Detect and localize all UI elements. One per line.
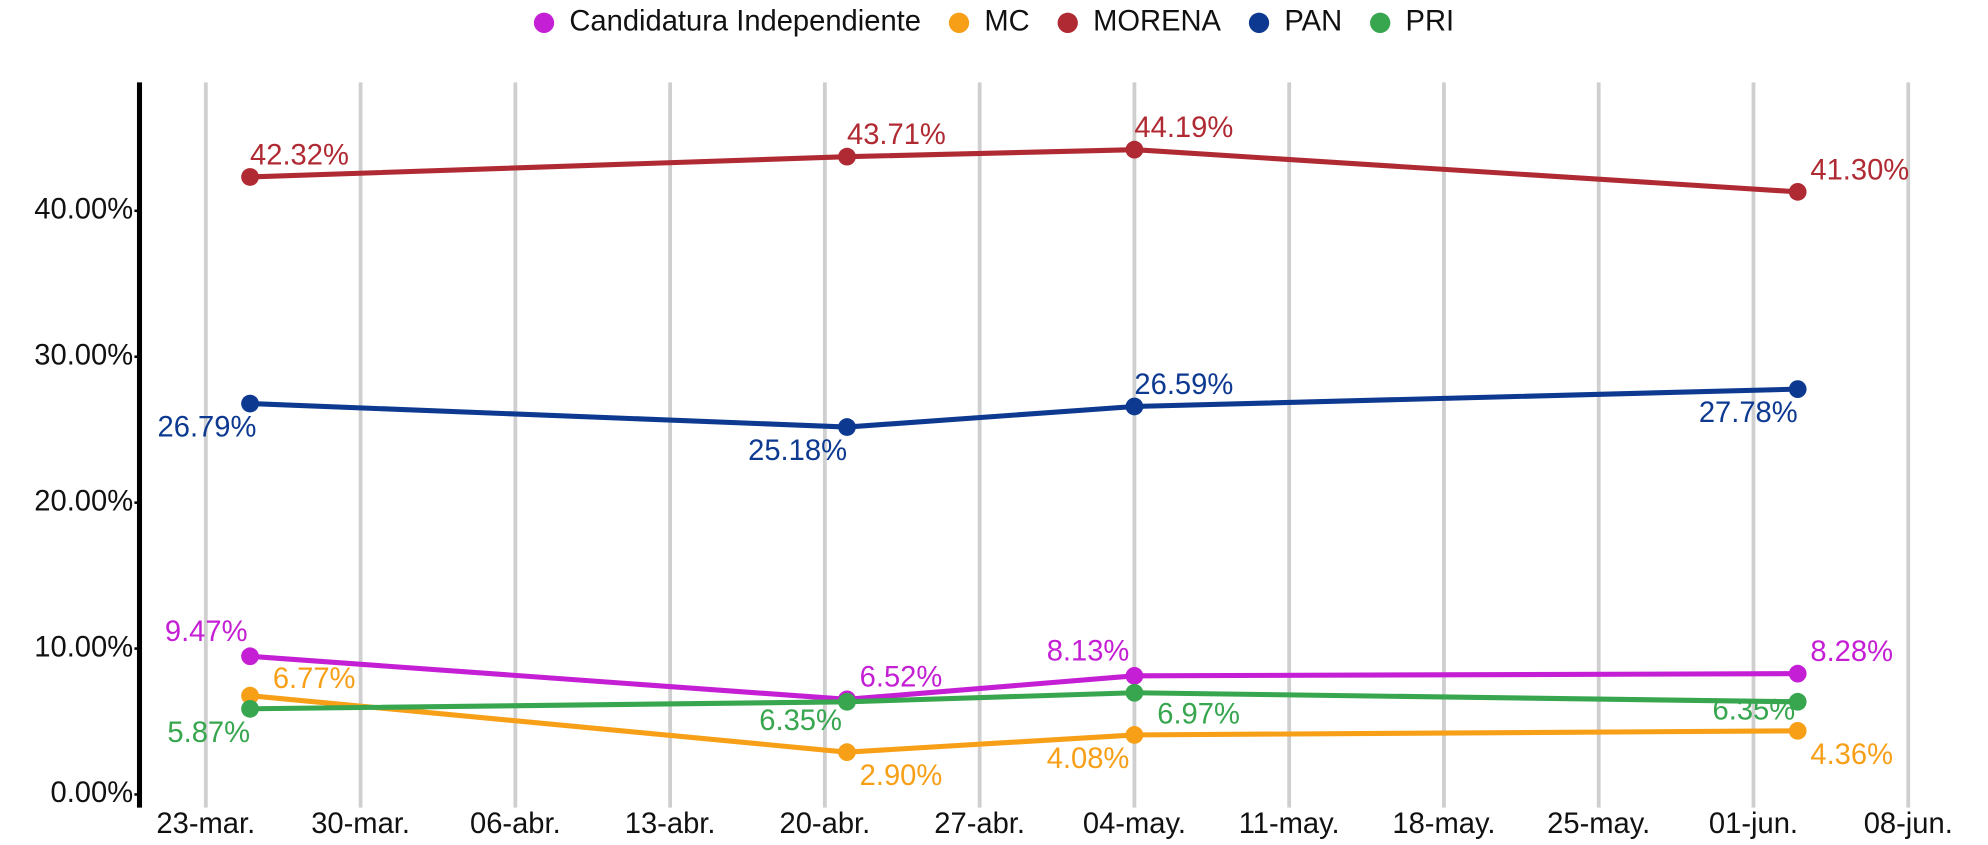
x-tick-label: 20-abr. [780, 808, 871, 840]
data-label: 43.71% [847, 119, 946, 151]
x-tick-label: 08-jun. [1864, 808, 1953, 840]
series-line [249, 147, 1798, 195]
data-label: 26.59% [1134, 369, 1233, 401]
x-tick-label: 04-may. [1083, 808, 1186, 840]
data-label: 2.90% [860, 760, 943, 792]
data-point [1125, 683, 1144, 702]
x-tick-label: 01-jun. [1709, 808, 1798, 840]
data-label: 5.87% [167, 717, 250, 749]
legend-marker [1248, 12, 1270, 33]
legend-marker [948, 12, 970, 33]
data-label: 6.35% [1713, 695, 1796, 727]
x-tick-label: 06-abr. [470, 808, 561, 840]
y-tick-label: 0.00% [51, 777, 134, 809]
data-point [1125, 726, 1144, 744]
data-point [838, 418, 856, 436]
data-point [241, 647, 259, 666]
x-tick-label: 11-may. [1239, 808, 1340, 840]
legend-label: PRI [1406, 6, 1455, 38]
data-point [1788, 182, 1807, 201]
data-label: 26.79% [158, 412, 257, 444]
legend-label: PAN [1284, 6, 1342, 38]
data-point [241, 699, 259, 718]
y-tick-label: 20.00% [34, 485, 133, 517]
y-tick-label: 30.00% [34, 339, 133, 371]
data-label: 6.97% [1157, 698, 1240, 730]
data-label: 4.08% [1047, 743, 1130, 775]
x-tick-label: 23-mar. [156, 808, 255, 840]
legend-label: MC [984, 6, 1029, 38]
series-line [250, 690, 1798, 712]
x-tick-label: 30-mar. [311, 808, 410, 840]
data-label: 41.30% [1810, 154, 1909, 186]
data-point [1788, 664, 1807, 683]
data-point [241, 168, 259, 186]
legend-label: MORENA [1093, 6, 1221, 38]
data-label: 25.18% [748, 435, 847, 467]
x-tick-label: 27-abr. [934, 808, 1025, 840]
legend-label: Candidatura Independiente [569, 6, 921, 38]
y-tick-label: 40.00% [34, 194, 133, 226]
data-point [838, 743, 856, 762]
data-point [1788, 721, 1807, 740]
data-label: 9.47% [165, 616, 248, 648]
data-point [241, 686, 259, 705]
data-label: 6.77% [273, 663, 356, 695]
data-point [1125, 397, 1144, 416]
data-point [241, 394, 259, 413]
data-label: 27.78% [1699, 397, 1798, 429]
y-tick-label: 10.00% [34, 631, 133, 663]
data-point [1125, 140, 1144, 159]
legend-marker [1057, 12, 1078, 33]
legend: Candidatura Independiente MC MORENA PAN PRI [533, 6, 1455, 38]
data-label: 6.52% [860, 662, 943, 694]
data-point [1788, 380, 1807, 398]
legend-marker [533, 12, 555, 33]
data-label: 8.13% [1047, 636, 1130, 668]
data-point [838, 147, 856, 166]
series-line [249, 693, 1798, 755]
data-label: 42.32% [250, 139, 349, 171]
series-line [249, 653, 1798, 702]
data-point [1125, 666, 1144, 685]
data-label: 8.28% [1810, 636, 1893, 668]
data-point [838, 692, 856, 711]
legend-marker [1370, 12, 1391, 33]
x-tick-label: 13-abr. [625, 808, 716, 840]
x-tick-label: 25-may. [1547, 808, 1650, 840]
data-point [1788, 692, 1807, 711]
x-tick-label: 18-may. [1392, 808, 1495, 840]
data-label: 4.36% [1810, 739, 1893, 771]
series-line [249, 386, 1798, 430]
data-label: 44.19% [1134, 112, 1233, 144]
data-label: 6.35% [759, 705, 842, 737]
